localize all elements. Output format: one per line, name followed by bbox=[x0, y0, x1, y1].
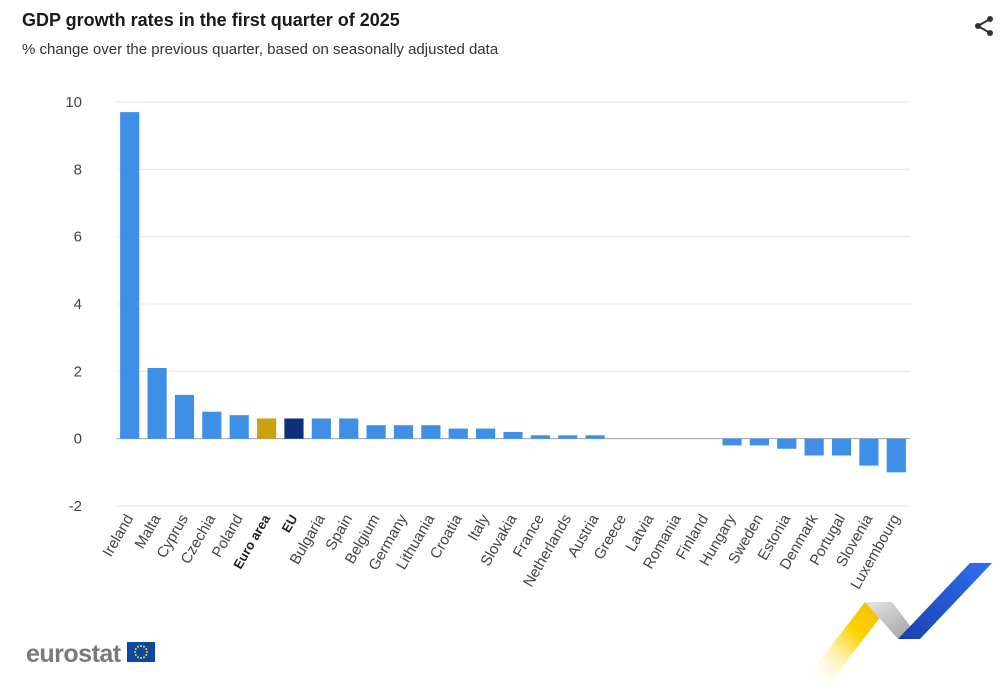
y-axis-ticks: -2 0 2 4 6 8 10 bbox=[65, 94, 82, 515]
bar-malta[interactable] bbox=[147, 367, 167, 439]
bar-sweden[interactable] bbox=[749, 438, 769, 446]
y-tick-label: -2 bbox=[69, 498, 82, 515]
bar-netherlands[interactable] bbox=[558, 435, 578, 439]
y-tick-label: 8 bbox=[74, 161, 82, 178]
bar-germany[interactable] bbox=[393, 425, 414, 439]
bar-belgium[interactable] bbox=[366, 425, 386, 439]
bar-portugal[interactable] bbox=[831, 438, 852, 456]
bar-slovakia[interactable] bbox=[503, 431, 523, 439]
bar-luxembourg[interactable] bbox=[886, 438, 906, 473]
bar-spain[interactable] bbox=[339, 418, 359, 439]
bar-france[interactable] bbox=[530, 435, 550, 439]
y-tick-label: 6 bbox=[74, 229, 82, 246]
bar-denmark[interactable] bbox=[804, 438, 824, 456]
y-tick-label: 2 bbox=[74, 363, 82, 380]
chart-title: GDP growth rates in the first quarter of… bbox=[22, 10, 400, 30]
bar-poland[interactable] bbox=[229, 415, 249, 439]
y-tick-label: 10 bbox=[65, 94, 82, 111]
y-tick-label: 0 bbox=[74, 431, 82, 448]
eurostat-logo: eurostat bbox=[26, 640, 155, 669]
share-icon[interactable] bbox=[972, 14, 996, 38]
bars bbox=[120, 112, 906, 473]
bar-italy[interactable] bbox=[476, 428, 496, 439]
bar-euro-area[interactable] bbox=[257, 418, 277, 439]
bar-eu[interactable] bbox=[284, 418, 304, 439]
bar-czechia[interactable] bbox=[202, 411, 222, 439]
bar-slovenia[interactable] bbox=[859, 438, 879, 466]
x-tick-label: Ireland bbox=[99, 512, 137, 560]
bar-hungary[interactable] bbox=[722, 438, 742, 446]
bar-croatia[interactable] bbox=[448, 428, 468, 439]
x-tick-label: EU bbox=[279, 512, 301, 535]
y-tick-label: 4 bbox=[74, 296, 82, 313]
eu-flag-icon bbox=[126, 642, 155, 667]
bar-ireland[interactable] bbox=[120, 112, 140, 439]
decorative-ribbon bbox=[800, 555, 995, 690]
bar-austria[interactable] bbox=[585, 435, 605, 439]
bar-estonia[interactable] bbox=[777, 438, 797, 449]
bar-bulgaria[interactable] bbox=[311, 418, 331, 439]
bar-cyprus[interactable] bbox=[174, 394, 195, 439]
logo-text: eurostat bbox=[26, 640, 121, 668]
chart-subtitle: % change over the previous quarter, base… bbox=[22, 41, 499, 58]
bar-lithuania[interactable] bbox=[421, 425, 441, 439]
